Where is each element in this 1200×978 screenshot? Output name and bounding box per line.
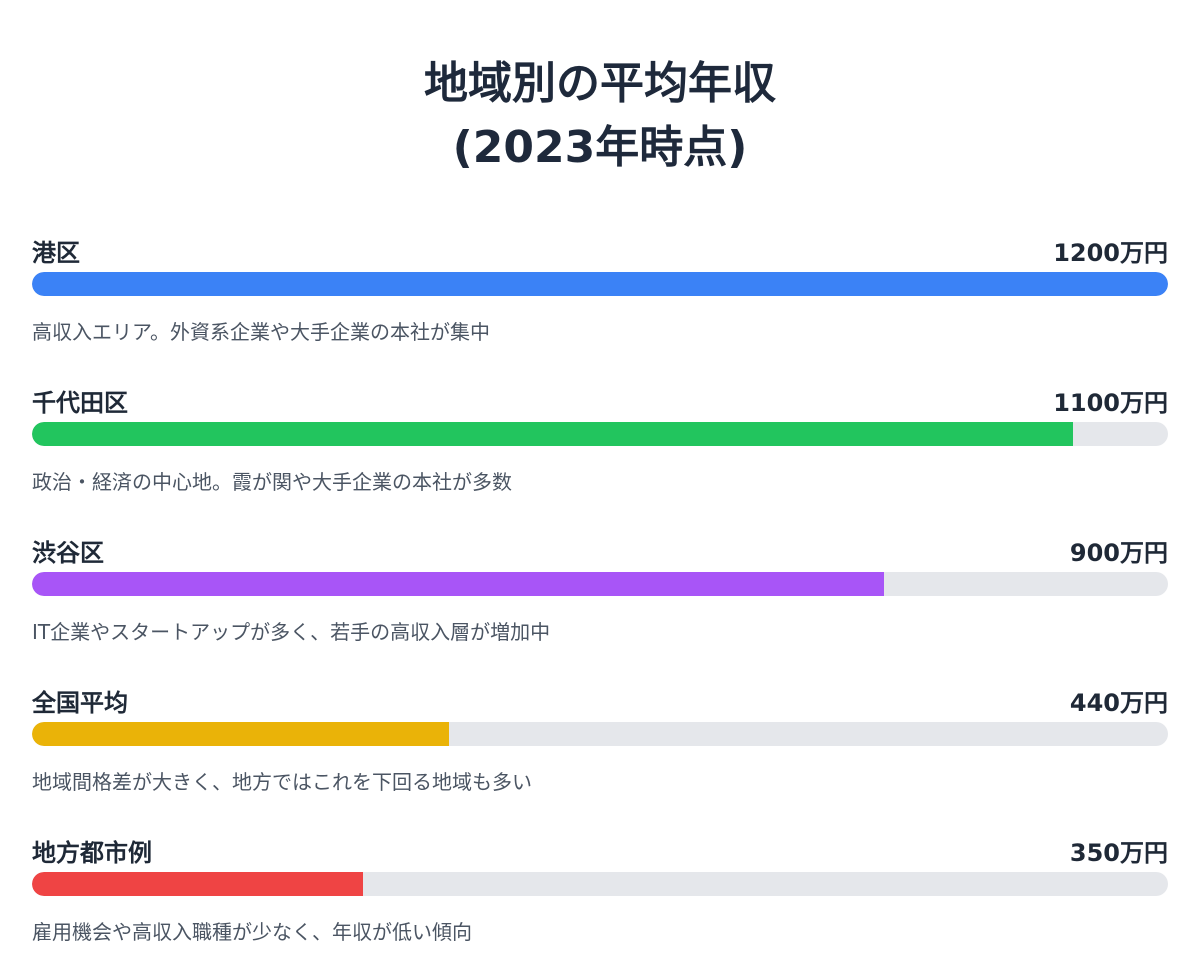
bar-row: 千代田区 1100万円政治・経済の中心地。霞が関や大手企業の本社が多数 (32, 378, 1168, 528)
bar-track (32, 272, 1168, 296)
region-note: 高収入エリア。外資系企業や大手企業の本社が集中 (32, 320, 490, 344)
region-note: IT企業やスタートアップが多く、若手の高収入層が増加中 (32, 620, 551, 644)
value-label: 900万円 (1069, 538, 1168, 567)
value-label: 350万円 (1069, 838, 1168, 867)
bar-row-header: 千代田区 1100万円 (32, 378, 1168, 422)
value-label: 440万円 (1069, 688, 1168, 717)
chart-title-line-2: (2023年時点) (452, 122, 748, 173)
bar-fill (32, 572, 884, 596)
bar-list: 港区 1200万円高収入エリア。外資系企業や大手企業の本社が集中千代田区 1100万… (32, 228, 1168, 978)
region-label: 港区 (32, 238, 80, 267)
bar-track (32, 722, 1168, 746)
bar-fill (32, 272, 1168, 296)
region-note: 政治・経済の中心地。霞が関や大手企業の本社が多数 (32, 470, 512, 494)
region-label: 地方都市例 (32, 838, 152, 867)
region-note: 雇用機会や高収入職種が少なく、年収が低い傾向 (32, 920, 472, 944)
bar-row: 港区 1200万円高収入エリア。外資系企業や大手企業の本社が集中 (32, 228, 1168, 378)
chart-title-line-1: 地域別の平均年収 (424, 58, 776, 109)
bar-row-header: 地方都市例 350万円 (32, 828, 1168, 872)
bar-track (32, 422, 1168, 446)
bar-row: 渋谷区 900万円 IT企業やスタートアップが多く、若手の高収入層が増加中 (32, 528, 1168, 678)
region-note: 地域間格差が大きく、地方ではこれを下回る地域も多い (32, 770, 532, 794)
bar-fill (32, 722, 449, 746)
region-label: 全国平均 (32, 688, 128, 717)
bar-row-header: 港区 1200万円 (32, 228, 1168, 272)
value-label: 1200万円 (1053, 238, 1168, 267)
bar-fill (32, 422, 1074, 446)
region-label: 千代田区 (32, 388, 128, 417)
value-label: 1100万円 (1053, 388, 1168, 417)
chart-title: 地域別の平均年収 (2023年時点) (32, 0, 1168, 180)
bar-row-header: 渋谷区 900万円 (32, 528, 1168, 572)
bar-track (32, 572, 1168, 596)
bar-track (32, 872, 1168, 896)
region-label: 渋谷区 (32, 538, 104, 567)
bar-fill (32, 872, 364, 896)
bar-row-header: 全国平均 440万円 (32, 678, 1168, 722)
bar-row: 全国平均 440万円地域間格差が大きく、地方ではこれを下回る地域も多い (32, 678, 1168, 828)
bar-row: 地方都市例 350万円雇用機会や高収入職種が少なく、年収が低い傾向 (32, 828, 1168, 978)
